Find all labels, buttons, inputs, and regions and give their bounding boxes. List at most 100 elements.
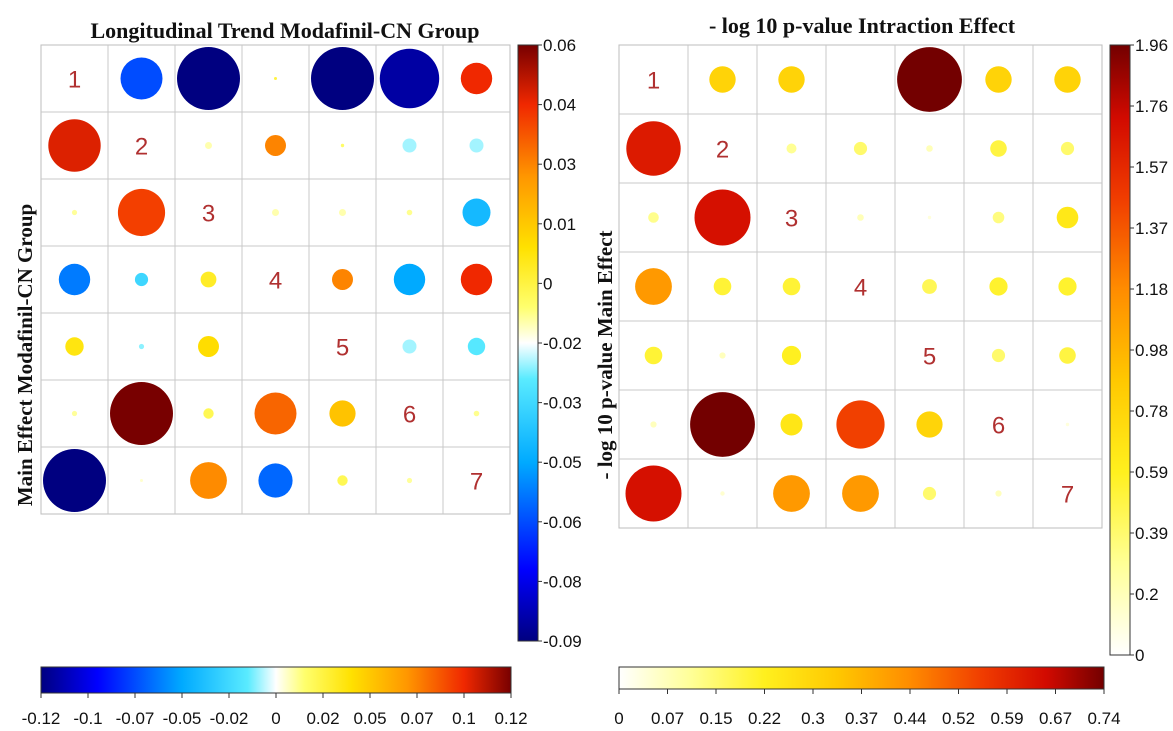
horizontal-colorbar (618, 666, 1105, 690)
upper-triangle-circle (120, 57, 163, 100)
colorbar-tick-label: 0.37 (845, 709, 878, 728)
upper-triangle-circle (1058, 277, 1077, 296)
colorbar-tick-label: 0.03 (543, 155, 576, 174)
colorbar-tick-label: -0.07 (116, 709, 155, 728)
chart-title: Longitudinal Trend Modafinil-CN Group (91, 18, 480, 43)
lower-triangle-circle (337, 475, 348, 486)
colorbar-tick-label: -0.02 (210, 709, 249, 728)
lower-triangle-circle (859, 354, 862, 357)
colorbar-tick-label: 0.3 (801, 709, 825, 728)
upper-triangle-circle (311, 47, 374, 110)
vertical-colorbar (1109, 44, 1131, 656)
upper-triangle-circle (473, 410, 480, 417)
upper-triangle-circle (332, 269, 353, 290)
colorbar-tick-label: -0.05 (543, 453, 582, 472)
upper-triangle-circle (205, 142, 212, 149)
y-axis-label: - log 10 p-value Main Effect (593, 230, 617, 479)
colorbar-tick-label: 1.76 (1135, 97, 1168, 116)
colorbar-tick-label: 0.12 (494, 709, 527, 728)
upper-triangle-circle (778, 66, 805, 93)
colorbar-tick-label: 0.15 (699, 709, 732, 728)
upper-triangle-circle (406, 209, 413, 216)
diagonal-label: 4 (269, 268, 282, 295)
upper-triangle-circle (460, 62, 493, 95)
colorbar-tick-label: 0.98 (1135, 341, 1168, 360)
upper-triangle-circle (402, 138, 417, 153)
colorbar-tick-label: -0.09 (543, 632, 582, 651)
lower-triangle-circle (916, 411, 943, 438)
lower-triangle-circle (842, 475, 879, 512)
upper-triangle-circle (274, 77, 277, 80)
upper-triangle-circle (1060, 141, 1075, 156)
upper-triangle-circle (857, 214, 864, 221)
lower-triangle-circle (719, 352, 726, 359)
colorbar-tick-label: 1.57 (1135, 158, 1168, 177)
colorbar-tick-label: -0.03 (543, 394, 582, 413)
y-axis-label: Main Effect Modafinil-CN Group (13, 204, 37, 506)
lower-triangle-circle (329, 400, 356, 427)
lower-triangle-circle (626, 121, 681, 176)
lower-triangle-circle (274, 345, 277, 348)
lower-triangle-circle (995, 490, 1002, 497)
upper-triangle-circle (462, 198, 491, 227)
colorbar-tick-label: 1.96 (1135, 36, 1168, 55)
panel-right: - log 10 p-value Intraction Effect - log… (593, 13, 1168, 728)
colorbar-tick-label: 0.2 (1135, 585, 1159, 604)
panel-left: Longitudinal Trend Modafinil-CN Group Ma… (13, 18, 582, 728)
colorbar-tick-label: 0.44 (893, 709, 926, 728)
lower-triangle-circle (922, 486, 937, 501)
lower-triangle-circle (780, 413, 803, 436)
lower-triangle-circle (781, 345, 802, 366)
diagonal-label: 6 (992, 413, 1005, 440)
horizontal-colorbar (40, 666, 512, 694)
diagonal-label: 2 (135, 134, 148, 161)
upper-triangle-circle (177, 47, 240, 110)
colorbar-tick-label: -0.1 (73, 709, 102, 728)
lower-triangle-circle (200, 271, 217, 288)
vertical-colorbar (517, 44, 539, 642)
colorbar-tick-label: 0 (614, 709, 623, 728)
colorbar-tick-label: 0.04 (543, 96, 576, 115)
lower-triangle-circle (694, 189, 751, 246)
colorbar-tick-label: 0.1 (452, 709, 476, 728)
upper-triangle-circle (265, 135, 286, 156)
colorbar-tick-label: 0.05 (353, 709, 386, 728)
lower-triangle-circle (134, 272, 149, 287)
colorbar-tick-label: -0.08 (543, 572, 582, 591)
chart-title: - log 10 p-value Intraction Effect (709, 13, 1016, 38)
upper-triangle-circle (469, 138, 484, 153)
colorbar-tick-label: 1.18 (1135, 280, 1168, 299)
diagonal-label: 3 (202, 201, 215, 228)
lower-triangle-circle (203, 408, 214, 419)
diagonal-label: 1 (647, 68, 660, 95)
upper-triangle-circle (897, 47, 962, 112)
diagonal-label: 5 (923, 344, 936, 371)
lower-triangle-circle (782, 277, 801, 296)
upper-triangle-circle (926, 145, 933, 152)
upper-triangle-circle (402, 339, 417, 354)
lower-triangle-circle (48, 119, 101, 172)
upper-triangle-circle (1065, 422, 1070, 427)
upper-triangle-circle (339, 209, 346, 216)
colorbar-tick-label: 1.37 (1135, 219, 1168, 238)
colorbar-tick-label: 0.59 (990, 709, 1023, 728)
diagonal-label: 7 (470, 469, 483, 496)
upper-triangle-circle (989, 277, 1008, 296)
colorbar-tick-label: -0.06 (543, 513, 582, 532)
colorbar-tick-label: 0.07 (400, 709, 433, 728)
lower-triangle-circle (43, 449, 106, 512)
lower-triangle-circle (713, 277, 732, 296)
upper-triangle-circle (786, 143, 797, 154)
upper-triangle-circle (990, 140, 1007, 157)
diagonal-label: 7 (1061, 482, 1074, 509)
lower-triangle-circle (258, 463, 293, 498)
lower-triangle-circle (644, 346, 663, 365)
colorbar-tick-label: 0 (1135, 646, 1144, 665)
lower-triangle-circle (635, 268, 672, 305)
grid-frame (40, 44, 511, 515)
upper-triangle-circle (467, 337, 486, 356)
upper-triangle-circle (922, 279, 937, 294)
colorbar-tick-label: 0 (271, 709, 280, 728)
upper-triangle-circle (927, 215, 932, 220)
